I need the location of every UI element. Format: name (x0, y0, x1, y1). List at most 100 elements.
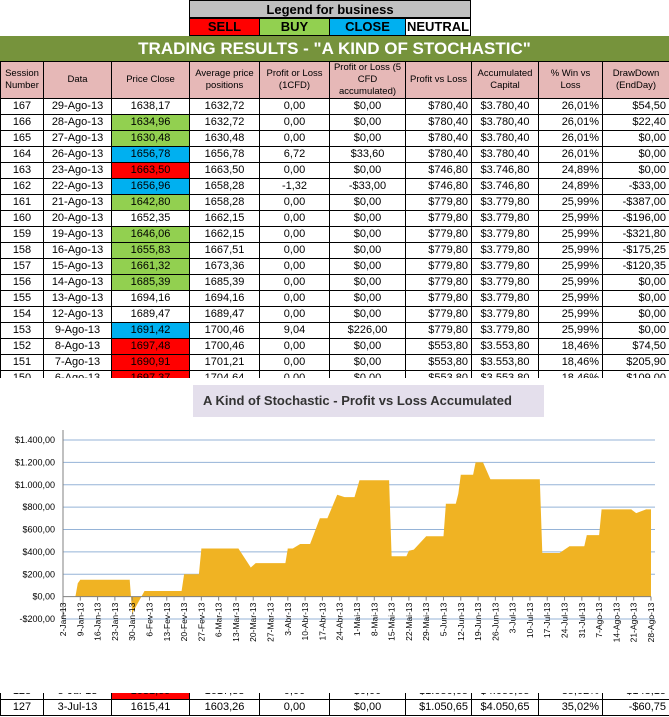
table-cell[interactable]: 163 (0, 162, 44, 179)
table-cell[interactable]: 156 (0, 274, 44, 291)
table-cell[interactable]: 1663,50 (189, 162, 260, 179)
table-cell[interactable]: 0,00 (259, 210, 330, 227)
profit-chart[interactable]: A Kind of Stochastic - Profit vs Loss Ac… (0, 378, 669, 693)
table-cell[interactable]: 1642,80 (111, 194, 190, 211)
table-cell[interactable]: -$120,35 (602, 258, 669, 275)
table-cell[interactable]: $33,60 (329, 146, 406, 163)
table-cell[interactable]: 26,01% (538, 114, 603, 131)
table-cell[interactable]: 7-Ago-13 (43, 354, 112, 371)
table-row[interactable]: 158 16-Ago-13 1655,83 1667,51 0,00 $0,00 $779,… (0, 242, 669, 259)
table-cell[interactable]: 155 (0, 290, 44, 307)
table-cell[interactable]: 1689,47 (111, 306, 190, 323)
table-cell[interactable]: 0,00 (259, 114, 330, 131)
table-cell[interactable]: 26,01% (538, 146, 603, 163)
table-cell[interactable]: 25,99% (538, 274, 603, 291)
table-cell[interactable]: 1685,39 (111, 274, 190, 291)
table-cell[interactable]: 1658,28 (189, 194, 260, 211)
table-cell[interactable]: 1638,17 (111, 98, 190, 115)
table-cell[interactable]: 8-Ago-13 (43, 338, 112, 355)
table-cell[interactable]: 153 (0, 322, 44, 339)
table-cell[interactable]: $0,00 (602, 322, 669, 339)
table-cell[interactable]: 22-Ago-13 (43, 178, 112, 195)
table-cell[interactable]: $4.050,65 (471, 699, 539, 716)
table-cell[interactable]: $3.779,80 (471, 210, 539, 227)
table-cell[interactable]: 1697,48 (111, 338, 190, 355)
table-cell[interactable]: $0,00 (329, 130, 406, 147)
table-row[interactable]: 151 7-Ago-13 1690,91 1701,21 0,00 $0,00 $553,8… (0, 354, 669, 371)
table-row[interactable]: 152 8-Ago-13 1697,48 1700,46 0,00 $0,00 $553,8… (0, 338, 669, 355)
table-cell[interactable]: 1685,39 (189, 274, 260, 291)
table-cell[interactable]: 1701,21 (189, 354, 260, 371)
table-cell[interactable]: 1661,32 (111, 258, 190, 275)
table-cell[interactable]: $0,00 (329, 210, 406, 227)
table-cell[interactable]: 25,99% (538, 194, 603, 211)
table-cell[interactable]: $205,90 (602, 354, 669, 371)
table-cell[interactable]: 19-Ago-13 (43, 226, 112, 243)
table-cell[interactable]: 3-Jul-13 (43, 699, 112, 716)
table-row[interactable]: 167 29-Ago-13 1638,17 1632,72 0,00 $0,00 $780,… (0, 98, 669, 115)
table-cell[interactable]: $0,00 (329, 306, 406, 323)
table-cell[interactable]: $0,00 (329, 114, 406, 131)
table-cell[interactable]: $0,00 (329, 274, 406, 291)
table-cell[interactable]: 26-Ago-13 (43, 146, 112, 163)
table-cell[interactable]: $22,40 (602, 114, 669, 131)
table-cell[interactable]: 1656,78 (189, 146, 260, 163)
table-cell[interactable]: $54,50 (602, 98, 669, 115)
table-cell[interactable]: -$175,25 (602, 242, 669, 259)
table-cell[interactable]: $0,00 (329, 98, 406, 115)
table-cell[interactable]: $3.779,80 (471, 322, 539, 339)
table-cell[interactable]: 1662,15 (189, 210, 260, 227)
table-cell[interactable]: $1.050,65 (405, 699, 472, 716)
table-row[interactable]: 160 20-Ago-13 1652,35 1662,15 0,00 $0,00 $779,… (0, 210, 669, 227)
table-row[interactable]: 153 9-Ago-13 1691,42 1700,46 9,04 $226,00 $779… (0, 322, 669, 339)
table-cell[interactable]: 23-Ago-13 (43, 162, 112, 179)
table-cell[interactable]: 1663,50 (111, 162, 190, 179)
table-row[interactable]: 163 23-Ago-13 1663,50 1663,50 0,00 $0,00 $746,… (0, 162, 669, 179)
table-cell[interactable]: $74,50 (602, 338, 669, 355)
table-cell[interactable]: -$33,00 (329, 178, 406, 195)
table-cell[interactable]: 25,99% (538, 242, 603, 259)
table-cell[interactable]: 1630,48 (111, 130, 190, 147)
table-cell[interactable]: 9,04 (259, 322, 330, 339)
table-cell[interactable]: $0,00 (329, 194, 406, 211)
table-cell[interactable]: 1690,91 (111, 354, 190, 371)
table-row[interactable]: 154 12-Ago-13 1689,47 1689,47 0,00 $0,00 $779,… (0, 306, 669, 323)
table-cell[interactable]: 161 (0, 194, 44, 211)
table-cell[interactable]: 159 (0, 226, 44, 243)
table-cell[interactable]: 160 (0, 210, 44, 227)
table-cell[interactable]: 25,99% (538, 290, 603, 307)
table-cell[interactable]: $779,80 (405, 194, 472, 211)
table-cell[interactable]: 1632,72 (189, 98, 260, 115)
table-cell[interactable]: 1632,72 (189, 114, 260, 131)
table-cell[interactable]: 164 (0, 146, 44, 163)
table-cell[interactable]: 1656,96 (111, 178, 190, 195)
table-cell[interactable]: $0,00 (602, 306, 669, 323)
table-cell[interactable]: 127 (0, 699, 44, 716)
table-cell[interactable]: $780,40 (405, 98, 472, 115)
table-cell[interactable]: 6,72 (259, 146, 330, 163)
table-cell[interactable]: 26,01% (538, 98, 603, 115)
table-row[interactable]: 156 14-Ago-13 1685,39 1685,39 0,00 $0,00 $779,… (0, 274, 669, 291)
table-cell[interactable]: $0,00 (329, 338, 406, 355)
table-cell[interactable]: $3.779,80 (471, 194, 539, 211)
table-cell[interactable]: 0,00 (259, 258, 330, 275)
table-row[interactable]: 164 26-Ago-13 1656,78 1656,78 6,72 $33,60 $780… (0, 146, 669, 163)
table-cell[interactable]: $553,80 (405, 338, 472, 355)
table-cell[interactable]: 0,00 (259, 354, 330, 371)
table-cell[interactable]: 1655,83 (111, 242, 190, 259)
table-cell[interactable]: 1694,16 (189, 290, 260, 307)
table-cell[interactable]: 167 (0, 98, 44, 115)
table-row[interactable]: 161 21-Ago-13 1642,80 1658,28 0,00 $0,00 $779,… (0, 194, 669, 211)
table-cell[interactable]: $780,40 (405, 114, 472, 131)
table-cell[interactable]: $780,40 (405, 130, 472, 147)
table-cell[interactable]: 1630,48 (189, 130, 260, 147)
table-cell[interactable]: 165 (0, 130, 44, 147)
table-cell[interactable]: 24,89% (538, 162, 603, 179)
table-cell[interactable]: 1691,42 (111, 322, 190, 339)
table-cell[interactable]: 26,01% (538, 130, 603, 147)
table-cell[interactable]: $3.780,40 (471, 98, 539, 115)
table-cell[interactable]: $3.780,40 (471, 146, 539, 163)
table-cell[interactable]: 158 (0, 242, 44, 259)
table-cell[interactable]: 166 (0, 114, 44, 131)
table-cell[interactable]: $0,00 (602, 290, 669, 307)
